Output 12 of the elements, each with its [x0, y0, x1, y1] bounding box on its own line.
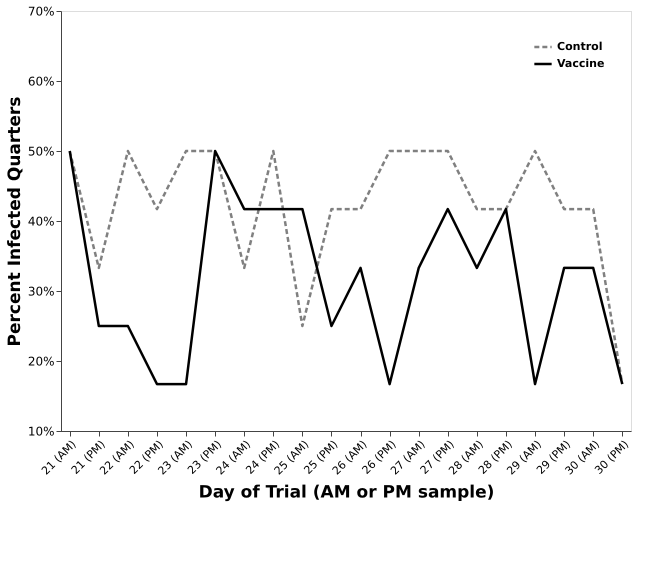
y-tick-label: 40%	[28, 214, 54, 228]
x-axis-title: Day of Trial (AM or PM sample)	[198, 482, 494, 503]
y-tick-label: 70%	[28, 4, 54, 18]
y-tick-label: 20%	[28, 354, 54, 368]
line-series	[68, 150, 624, 386]
legend-label: Vaccine	[557, 57, 604, 70]
y-axis-title: Percent Infected Quarters	[4, 96, 25, 346]
legend-label: Control	[557, 40, 602, 53]
y-tick-label: 10%	[28, 424, 54, 438]
y-tick-label: 60%	[28, 74, 54, 88]
y-tick-label: 50%	[28, 144, 54, 158]
y-tick-label: 30%	[28, 284, 54, 298]
